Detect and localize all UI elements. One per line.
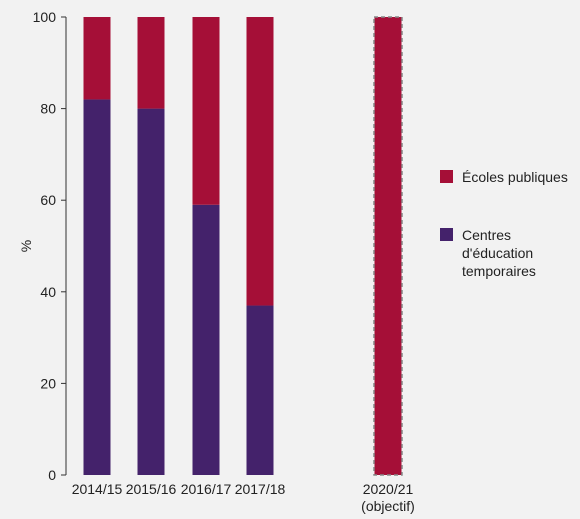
y-tick-label: 0 — [48, 467, 56, 483]
x-tick-label: 2016/17 — [181, 481, 232, 497]
legend-swatch — [440, 170, 453, 183]
legend-label: Centres — [462, 227, 511, 243]
x-tick-label: 2020/21 — [363, 481, 414, 497]
bar-centres-temporaires — [246, 305, 274, 475]
legend-label: Écoles publiques — [462, 169, 568, 185]
bar-ecoles-publiques — [374, 17, 402, 475]
bar-ecoles-publiques — [83, 17, 111, 100]
target-bar-outline — [373, 16, 403, 476]
legend-label: temporaires — [462, 263, 536, 279]
x-tick-label: 2015/16 — [126, 481, 177, 497]
bar-centres-temporaires — [83, 99, 111, 475]
y-axis-title: % — [18, 240, 34, 252]
x-tick-label: 2017/18 — [235, 481, 286, 497]
bar-centres-temporaires — [137, 108, 165, 475]
x-tick-label-note: (objectif) — [361, 498, 415, 514]
legend-label: d'éducation — [462, 245, 533, 261]
y-tick-label: 60 — [40, 192, 56, 208]
bar-ecoles-publiques — [192, 17, 220, 205]
y-tick-label: 40 — [40, 284, 56, 300]
x-tick-label: 2014/15 — [72, 481, 123, 497]
y-tick-label: 100 — [33, 9, 57, 25]
bar-centres-temporaires — [192, 204, 220, 475]
y-tick-label: 80 — [40, 101, 56, 117]
bar-ecoles-publiques — [246, 17, 274, 306]
bar-ecoles-publiques — [137, 17, 165, 109]
legend-swatch — [440, 228, 453, 241]
y-tick-label: 20 — [40, 375, 56, 391]
